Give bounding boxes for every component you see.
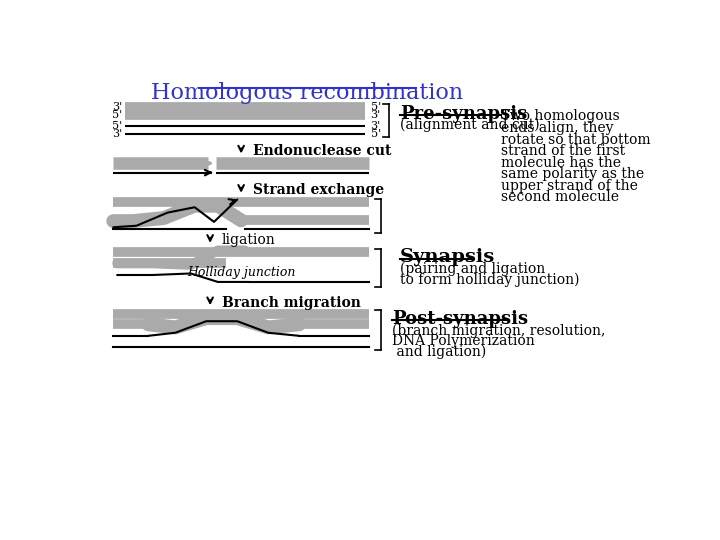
Text: and ligation): and ligation)	[392, 345, 487, 360]
Text: rotate so that bottom: rotate so that bottom	[500, 132, 650, 146]
Text: (pairing and ligation: (pairing and ligation	[400, 262, 545, 276]
Text: same polarity as the: same polarity as the	[500, 167, 644, 181]
Text: Synapsis: Synapsis	[400, 248, 495, 266]
Text: 5': 5'	[371, 129, 381, 139]
Text: upper strand of the: upper strand of the	[500, 179, 638, 193]
Text: 3': 3'	[371, 122, 381, 131]
Text: (branch migration, resolution,: (branch migration, resolution,	[392, 323, 606, 338]
Text: (alignment and cut): (alignment and cut)	[400, 118, 539, 132]
Text: 5': 5'	[371, 102, 381, 112]
Text: Branch migration: Branch migration	[222, 296, 361, 310]
Text: Pre-synapsis: Pre-synapsis	[400, 105, 527, 123]
Text: to form holliday junction): to form holliday junction)	[400, 273, 580, 287]
Text: 3': 3'	[371, 110, 381, 120]
Text: ligation: ligation	[222, 233, 276, 247]
Text: 3': 3'	[112, 129, 122, 139]
Text: DNA Polymerization: DNA Polymerization	[392, 334, 535, 348]
Text: 5': 5'	[112, 122, 122, 131]
Text: ends align, they: ends align, they	[500, 121, 613, 135]
Text: molecule has the: molecule has the	[500, 156, 621, 170]
Text: Post-synapsis: Post-synapsis	[392, 309, 528, 328]
Text: Endonuclease cut: Endonuclease cut	[253, 144, 391, 158]
Text: Two homologous: Two homologous	[500, 110, 619, 124]
Text: Holliday junction: Holliday junction	[187, 266, 295, 279]
Text: 5': 5'	[112, 110, 122, 120]
Text: strand of the first: strand of the first	[500, 144, 625, 158]
Text: second molecule: second molecule	[500, 190, 618, 204]
Text: 3': 3'	[112, 102, 122, 112]
Text: Strand exchange: Strand exchange	[253, 183, 384, 197]
Text: Homologous recombination: Homologous recombination	[151, 82, 463, 104]
